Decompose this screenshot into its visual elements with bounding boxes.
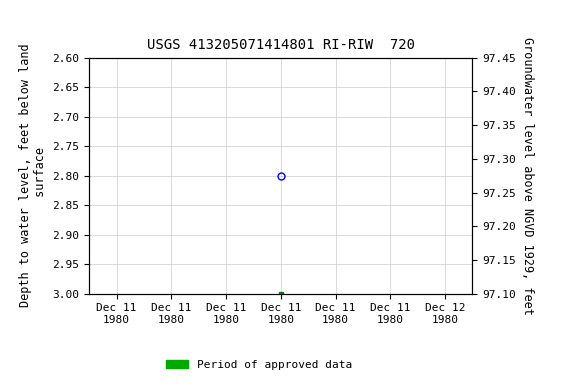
- Y-axis label: Groundwater level above NGVD 1929, feet: Groundwater level above NGVD 1929, feet: [521, 37, 535, 314]
- Title: USGS 413205071414801 RI-RIW  720: USGS 413205071414801 RI-RIW 720: [147, 38, 415, 52]
- Legend: Period of approved data: Period of approved data: [162, 356, 357, 375]
- Y-axis label: Depth to water level, feet below land
 surface: Depth to water level, feet below land su…: [19, 44, 47, 308]
